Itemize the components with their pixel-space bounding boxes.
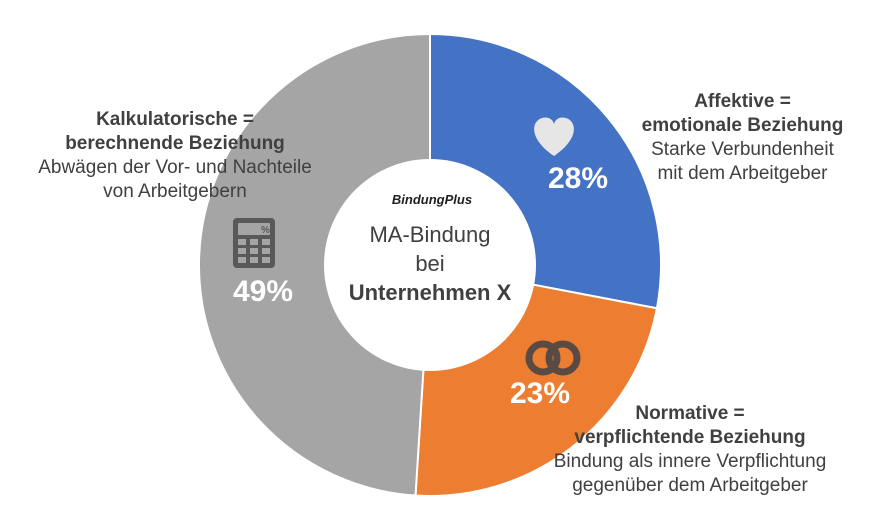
slice-description: gegenüber dem Arbeitgeber [572,475,808,496]
slice-value-label-normative: 23% [510,377,570,410]
slice-title: Kalkulatorische = [96,109,254,130]
slice-title: emotionale Beziehung [641,115,844,136]
slice-description: Abwägen der Vor- und Nachteile [38,157,312,178]
slice-description: von Arbeitgebern [103,181,247,202]
donut-hole [324,159,536,371]
svg-text:%: % [261,225,270,236]
slice-value-label-kalkulatorische: 49% [233,275,293,308]
slice-description: Starke Verbundenheit [651,139,834,160]
linked-rings-icon [525,340,581,376]
center-title: MA-Bindung [369,222,491,247]
center-subtitle: bei [415,251,445,276]
slice-title: Affektive = [694,91,791,112]
slice-title: berechnende Beziehung [65,133,285,154]
slice-label-normative: Normative = verpflichtende Beziehung Bin… [520,402,860,498]
center-company: Unternehmen X [348,280,512,305]
slice-label-affektive: Affektive = emotionale Beziehung Starke … [600,90,885,186]
donut-slice-kalkulatorische [198,32,431,497]
slice-title: Normative = [635,403,745,424]
calculator-icon: % [233,218,275,268]
slice-label-kalkulatorische: Kalkulatorische = berechnende Beziehung … [0,108,350,204]
slice-title: verpflichtende Beziehung [574,427,806,448]
heart-icon [534,117,574,156]
slice-description: Bindung als innere Verpflichtung [553,451,827,472]
brand-logo: BindungPlus [391,192,473,207]
slice-description: mit dem Arbeitgeber [657,163,828,184]
slice-value-label-affektive: 28% [548,162,608,195]
